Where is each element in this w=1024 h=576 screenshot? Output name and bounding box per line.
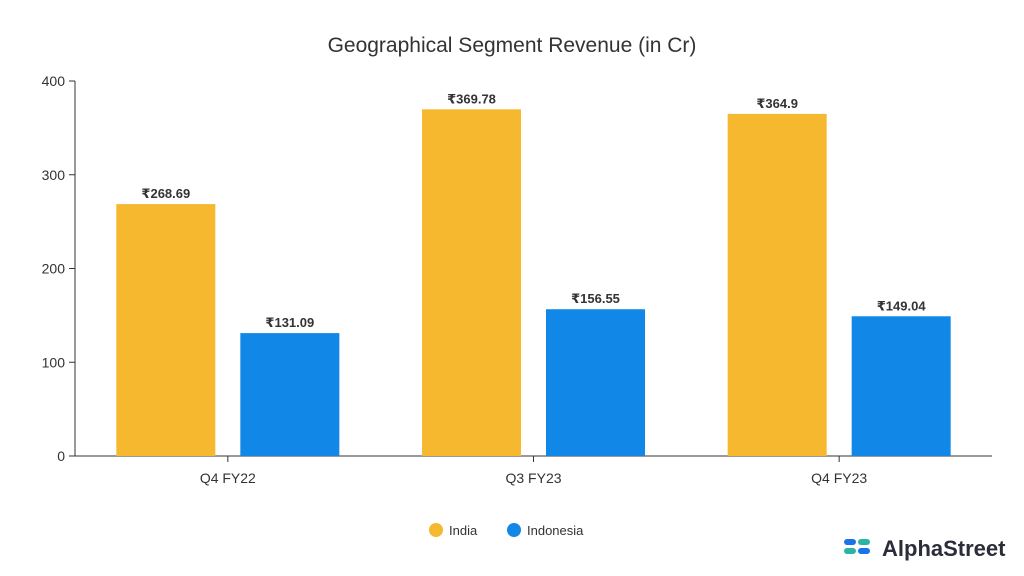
chart-axes: 0 100 200 300 400 Q4 FY22 Q3 FY23 Q4 FY23	[42, 73, 992, 486]
data-label: ₹156.55	[571, 291, 620, 306]
chart-legend: India Indonesia	[429, 523, 584, 538]
y-tick-label: 400	[42, 73, 66, 89]
bar-indonesia-1	[546, 309, 645, 456]
bar-india-0	[116, 204, 216, 456]
bar-indonesia-2	[851, 316, 951, 456]
x-tick-label: Q3 FY23	[505, 470, 561, 486]
logo-bar-bottom-left	[844, 548, 856, 554]
data-label: ₹149.04	[877, 298, 927, 313]
y-tick-label: 200	[42, 261, 66, 277]
bar-india-1	[422, 109, 521, 457]
chart-data-labels: ₹268.69 ₹131.09 ₹369.78 ₹156.55 ₹364.9 ₹149.0…	[141, 91, 926, 330]
x-tick-label: Q4 FY23	[811, 470, 867, 486]
legend-label-india: India	[449, 523, 478, 538]
brand-logo: AlphaStreet	[844, 536, 1006, 561]
data-label: ₹369.78	[447, 91, 496, 106]
logo-bar-top-right	[858, 539, 870, 545]
brand-name: AlphaStreet	[882, 536, 1006, 561]
legend-swatch-india	[429, 523, 443, 537]
x-tick-label: Q4 FY22	[200, 470, 256, 486]
y-tick-label: 100	[42, 354, 66, 370]
y-tick-label: 0	[57, 448, 65, 464]
alphastreet-logo-icon	[844, 539, 870, 554]
bar-india-2	[727, 113, 827, 456]
data-label: ₹364.9	[756, 96, 798, 111]
bar-indonesia-0	[240, 333, 340, 456]
chart-title: Geographical Segment Revenue (in Cr)	[328, 34, 697, 57]
legend-label-indonesia: Indonesia	[527, 523, 584, 538]
chart-bars	[116, 109, 951, 457]
data-label: ₹268.69	[141, 186, 190, 201]
logo-bar-bottom-right	[858, 548, 870, 554]
legend-swatch-indonesia	[507, 523, 521, 537]
logo-bar-top-left	[844, 539, 856, 545]
data-label: ₹131.09	[265, 315, 314, 330]
y-tick-label: 300	[42, 167, 66, 183]
